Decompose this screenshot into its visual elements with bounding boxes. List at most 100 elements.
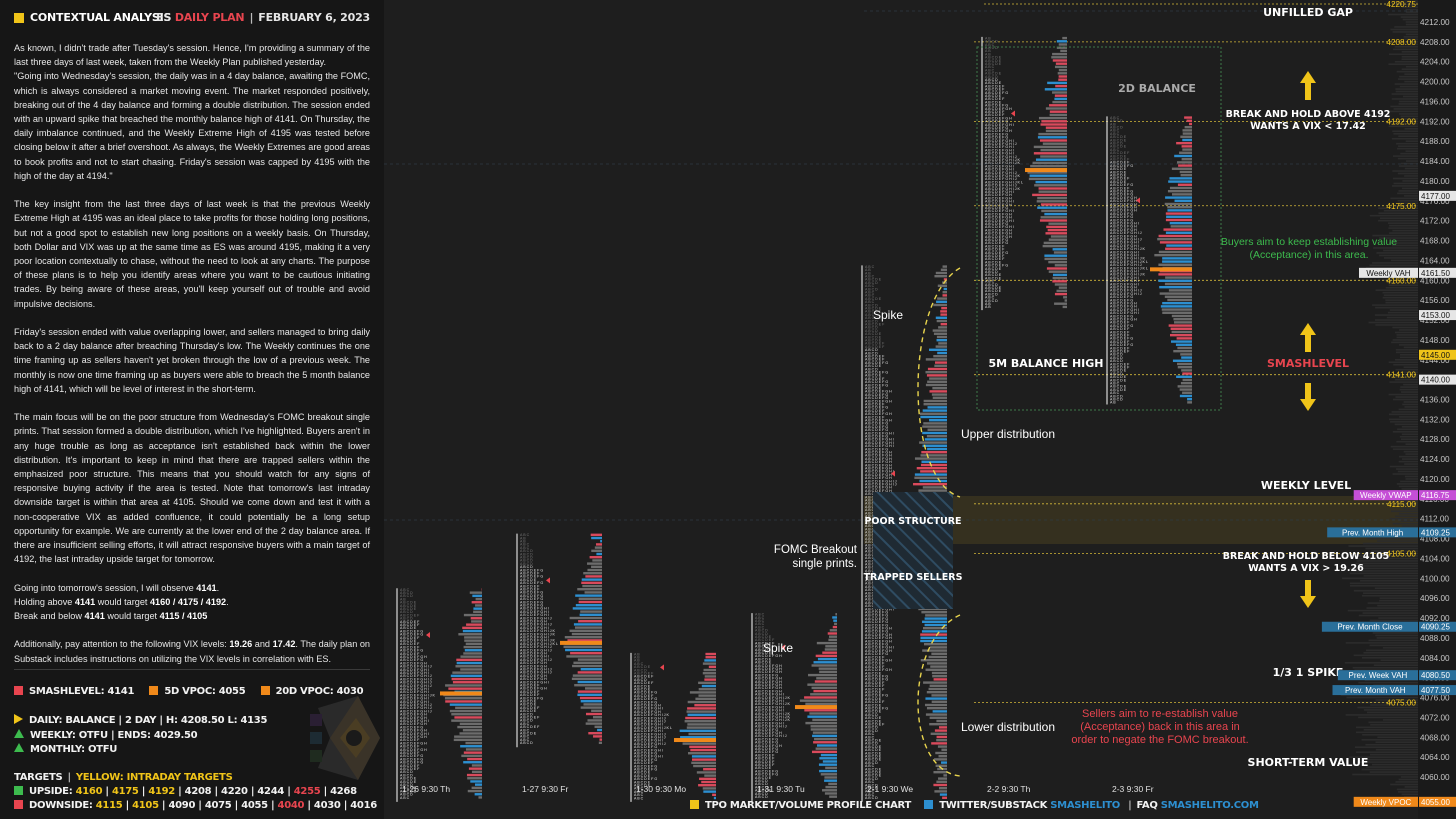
volume-bar [1401, 793, 1418, 796]
volume-bar [1064, 299, 1067, 302]
volume-bar [925, 614, 947, 617]
volume-bar [1404, 406, 1418, 408]
volume-bar [1179, 170, 1192, 174]
y-tick-label: 4100.00 [1420, 574, 1450, 583]
y-tick-label: 4192.00 [1420, 117, 1450, 126]
volume-bar [459, 732, 482, 735]
tpo-row: A B C D E F [1110, 346, 1130, 350]
tpo-row: A B C D E F G H I J K [1110, 257, 1146, 261]
volume-bar [444, 697, 482, 700]
volume-bar [466, 773, 482, 777]
volume-bar [929, 418, 947, 422]
tpo-row: A B C D E F G [1110, 295, 1133, 299]
volume-bar [1342, 577, 1418, 580]
volume-bar [451, 677, 482, 681]
tpo-row: A B C [865, 732, 875, 736]
volume-bar [935, 271, 947, 275]
tpo-row: A B C D E F G [865, 406, 888, 410]
volume-bar [1362, 542, 1418, 545]
balance-2d-label: 2D BALANCE [1118, 82, 1196, 95]
volume-bar [1399, 75, 1418, 78]
volume-bar [585, 687, 602, 690]
tpo-row: A B C D E [865, 386, 882, 390]
tpo-row: A B C D E [865, 754, 882, 758]
tpo-row: A B C D E F G [755, 747, 778, 751]
tpo-row: A B C D [1110, 394, 1123, 398]
volume-bar [1398, 202, 1418, 205]
tpo-row: A B C D E F G H [985, 203, 1012, 207]
tpo-row: A B C D E F G H [755, 689, 782, 693]
volume-bar [1396, 70, 1418, 73]
volume-bar [1166, 215, 1192, 218]
y-tick-label: 4148.00 [1420, 336, 1450, 345]
volume-bar [923, 642, 947, 646]
price-tag-name-box [1353, 490, 1418, 501]
volume-bar [445, 700, 482, 703]
volume-bar [1402, 180, 1418, 182]
volume-bar [1405, 150, 1418, 152]
tpo-row: A B C D E [985, 81, 1002, 85]
tpo-row: A B C D E F [520, 588, 540, 592]
volume-bar [935, 316, 947, 319]
volume-bar [1366, 607, 1418, 609]
tpo-row: A B C D E [1110, 375, 1127, 379]
buyers-note: Buyers aim to keep establishing value [1221, 236, 1397, 248]
volume-bar [1395, 88, 1418, 90]
volume-bar [1382, 647, 1418, 649]
volume-bar [926, 662, 947, 665]
volume-bar [1374, 587, 1418, 590]
volume-bar [1404, 786, 1418, 788]
volume-bar [698, 694, 716, 697]
volume-bar [465, 741, 482, 745]
volume-bar [574, 626, 602, 629]
volume-bar [1404, 475, 1418, 478]
volume-bar [813, 689, 837, 693]
faq-label: FAQ [1136, 800, 1158, 811]
volume-bar [1356, 560, 1418, 562]
volume-bar [577, 690, 602, 693]
tpo-row: A B C D E F G [865, 674, 888, 678]
tpo-row: A B C D [400, 770, 413, 774]
volume-bar [1382, 719, 1418, 721]
tpo-row: A B C [985, 280, 995, 284]
volume-bar [1058, 75, 1067, 78]
tpo-row: A B C D E F G H I J [865, 482, 897, 486]
tpo-row: A B C D E F [400, 623, 420, 627]
tpo-row: A B C D E F G [400, 633, 423, 637]
volume-bar [1062, 305, 1067, 309]
open-marker [1011, 110, 1015, 117]
volume-bar [1174, 321, 1192, 324]
tpo-row: A B C [865, 793, 875, 797]
tpo-row: A B [865, 268, 871, 272]
volume-bar [819, 769, 837, 773]
volume-bar [1052, 248, 1067, 251]
volume-bar [1042, 142, 1067, 145]
tpo-row: A B C D E F G H I J [400, 703, 432, 707]
volume-bar [919, 479, 947, 483]
volume-bar [937, 284, 947, 287]
volume-bar [1044, 257, 1067, 261]
tpo-row: A B C D E F [520, 725, 540, 729]
volume-bar [456, 661, 482, 665]
handle-link[interactable]: SMASHELITO [1050, 800, 1120, 811]
volume-bar [451, 719, 482, 722]
tpo-row: A B C D E F G H I J K L [634, 726, 672, 730]
volume-bar [934, 729, 947, 732]
tpo-row: A B C D E [634, 684, 651, 688]
tpo-row: A B C D E F G H [755, 664, 782, 668]
site-link[interactable]: SMASHELITO.COM [1160, 800, 1259, 811]
volume-bar [929, 716, 947, 719]
tpo-row: A B C D E F G H [634, 704, 661, 708]
tpo-row: A B C D E F G [865, 434, 888, 438]
tpo-row: A B C D E F G [865, 380, 888, 384]
tpo-row: A B C D E F G H [400, 748, 427, 752]
vpoc20-label: 20D VPOC: 4030 [275, 686, 364, 697]
upside-row: UPSIDE: 4160 | 4175 | 4192 | 4208 | 4220… [14, 786, 357, 797]
vpoc20-square-icon [260, 686, 270, 695]
volume-bar [1056, 40, 1067, 43]
tpo-row: A B C D E F G H [865, 633, 892, 637]
volume-bar [577, 680, 602, 684]
tpo-row: A B C D E F G H [865, 486, 892, 490]
tpo-row: A B C D E F [1110, 177, 1130, 181]
tpo-row: A B C D E F G H I J [985, 171, 1017, 175]
